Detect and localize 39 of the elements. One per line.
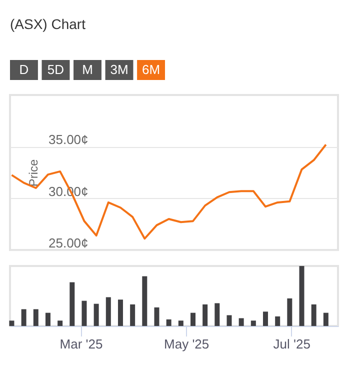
- bar: [9, 320, 14, 326]
- bar: [21, 309, 26, 326]
- category-label: D: [19, 62, 29, 77]
- bar: [226, 315, 232, 326]
- bar: [311, 304, 316, 326]
- x-tick-label: Mar '25: [60, 336, 103, 352]
- bar: [118, 300, 123, 326]
- bar: [250, 320, 256, 326]
- bar: [33, 309, 38, 326]
- x-tick-label: Jul '25: [273, 336, 310, 352]
- bar: [178, 320, 184, 326]
- bar: [202, 304, 208, 326]
- bar: [94, 304, 99, 326]
- bar: [299, 266, 304, 326]
- bar: [166, 319, 172, 326]
- bar: [214, 303, 220, 326]
- bar: [275, 316, 280, 326]
- category-label: 5D: [47, 62, 64, 77]
- bar: [106, 297, 111, 326]
- category-label: 3M: [110, 62, 128, 77]
- bar: [45, 312, 50, 326]
- bar: [82, 300, 87, 326]
- category-label: 6M: [142, 62, 160, 77]
- bar: [262, 312, 268, 326]
- bar: [70, 282, 75, 326]
- bar: [238, 318, 244, 326]
- bar: [287, 298, 292, 326]
- y-tick-label: 25.00¢: [48, 236, 88, 250]
- y-axis-title: Price: [26, 159, 40, 187]
- bar: [130, 304, 136, 326]
- bar: [58, 320, 63, 326]
- bar: [190, 312, 196, 326]
- bar: [323, 312, 328, 326]
- text: (ASX) Chart: [10, 16, 86, 32]
- y-tick-label: 35.00¢: [48, 132, 88, 148]
- category-label: M: [82, 62, 93, 77]
- bar: [142, 276, 148, 326]
- x-tick-label: May '25: [164, 336, 210, 352]
- bar: [154, 307, 160, 326]
